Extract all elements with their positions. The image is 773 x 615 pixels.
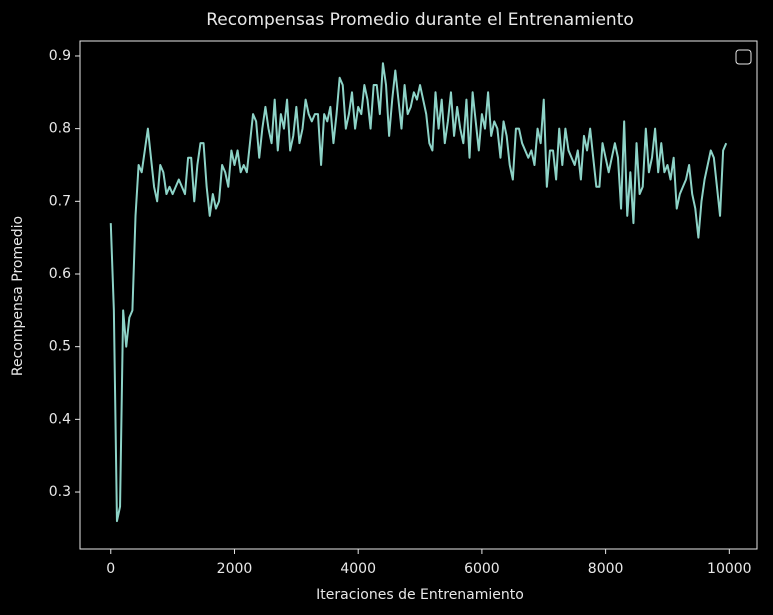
- y-tick-label: 0.6: [49, 266, 71, 282]
- y-axis-label: Recompensa Promedio: [10, 216, 26, 376]
- plot-frame: [79, 40, 758, 550]
- x-tick-label: 6000: [464, 561, 500, 577]
- x-tick-label: 8000: [588, 561, 624, 577]
- x-axis-label: Iteraciones de Entrenamiento: [316, 587, 524, 603]
- y-tick-label: 0.9: [49, 48, 71, 64]
- y-tick-label: 0.5: [49, 339, 71, 355]
- y-tick-label: 0.4: [49, 411, 71, 427]
- chart-title: Recompensas Promedio durante el Entrenam…: [206, 10, 634, 30]
- x-tick-label: 0: [106, 561, 115, 577]
- data-line: [109, 62, 728, 523]
- x-tick-label: 4000: [340, 561, 376, 577]
- y-tick-label: 0.8: [49, 121, 71, 137]
- y-tick-label: 0.7: [49, 193, 71, 209]
- x-tick-label: 10000: [707, 561, 752, 577]
- legend-box: [735, 49, 752, 65]
- x-tick-label: 2000: [217, 561, 253, 577]
- y-tick-label: 0.3: [49, 484, 71, 500]
